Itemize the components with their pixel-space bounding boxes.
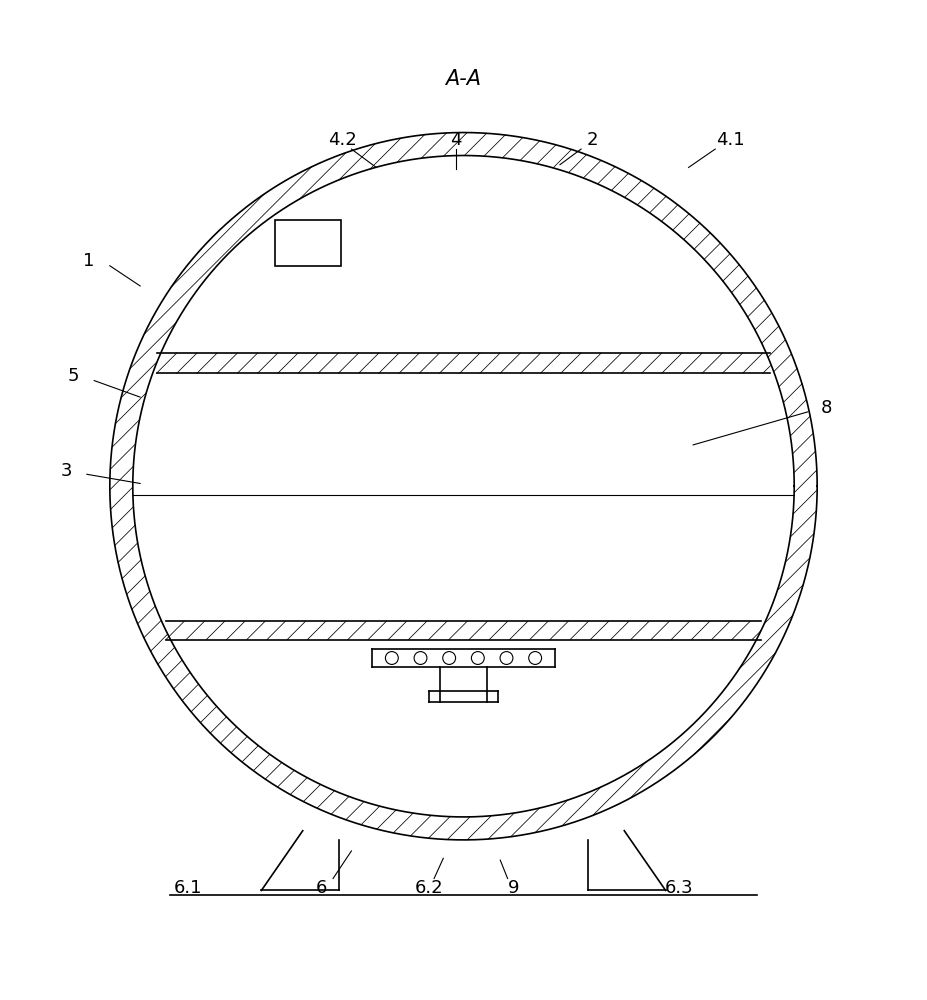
Text: 1: 1: [83, 252, 95, 270]
Text: 6.2: 6.2: [415, 879, 444, 897]
Circle shape: [528, 652, 541, 664]
Text: 4.2: 4.2: [328, 131, 357, 149]
Text: A-A: A-A: [446, 69, 481, 89]
Text: 5: 5: [68, 367, 79, 385]
Text: 9: 9: [508, 879, 520, 897]
Text: 6.3: 6.3: [665, 879, 693, 897]
Text: 8: 8: [820, 399, 832, 417]
Circle shape: [500, 652, 513, 664]
Text: 3: 3: [61, 462, 72, 480]
Text: 2: 2: [587, 131, 598, 149]
Bar: [275, 220, 341, 266]
Text: 6: 6: [315, 879, 327, 897]
Circle shape: [414, 652, 427, 664]
Text: 6.1: 6.1: [173, 879, 202, 897]
Text: 4: 4: [451, 131, 462, 149]
Circle shape: [472, 652, 484, 664]
Circle shape: [386, 652, 399, 664]
Circle shape: [443, 652, 455, 664]
Text: 4.1: 4.1: [716, 131, 744, 149]
